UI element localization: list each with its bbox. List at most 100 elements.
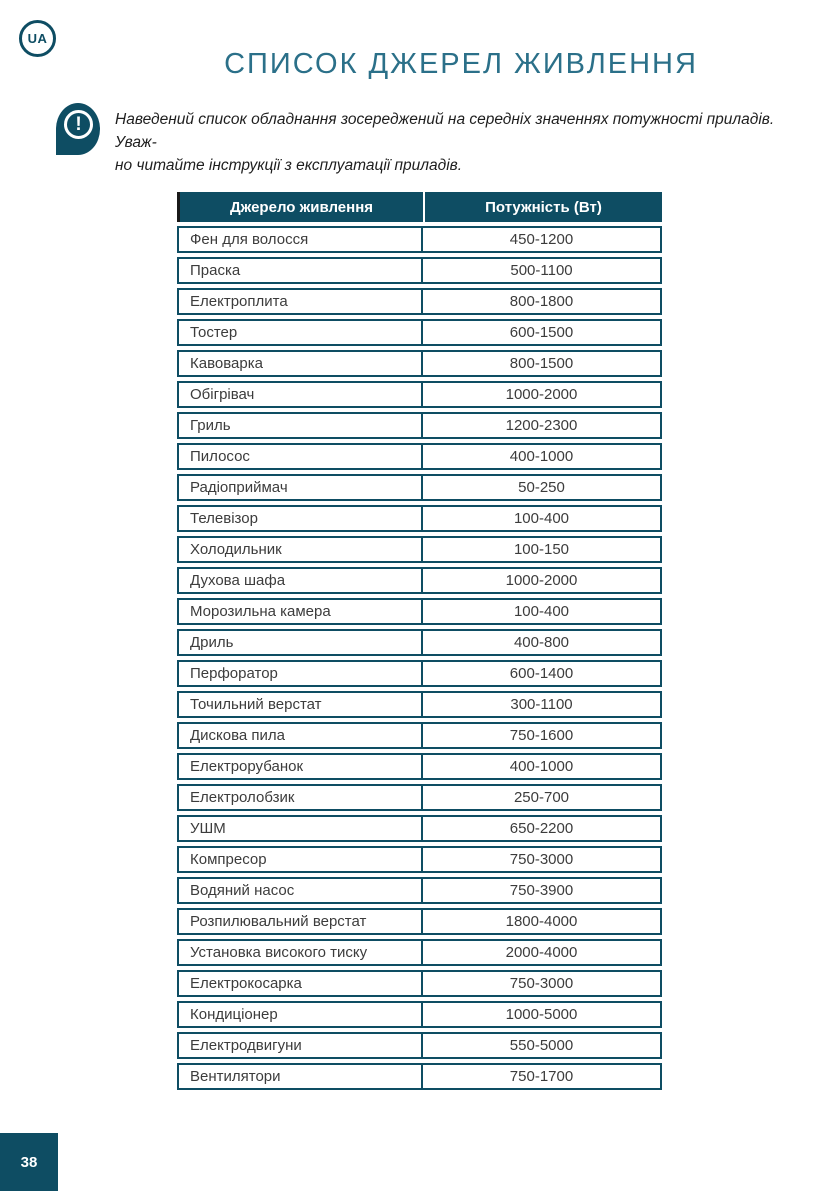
table-row: Духова шафа 1000-2000 [177,567,662,594]
table-cell-source: Обігрівач [179,383,423,406]
table-row: Радіоприймач 50-250 [177,474,662,501]
table-row: Перфоратор 600-1400 [177,660,662,687]
table-row: Установка високого тиску 2000-4000 [177,939,662,966]
table-cell-source: Морозильна камера [179,600,423,623]
table-cell-source: Кондиціонер [179,1003,423,1026]
table-cell-power: 1000-2000 [505,386,578,403]
table-cell-power: 550-5000 [509,1037,574,1054]
table-row: Електродвигуни 550-5000 [177,1032,662,1059]
page-number: 38 [20,1153,38,1171]
page-title: СПИСОК ДЖЕРЕЛ ЖИВЛЕННЯ [224,48,698,80]
table-cell-source: Установка високого тиску [179,941,423,964]
table-row: Морозильна камера 100-400 [177,598,662,625]
table-row: УШМ 650-2200 [177,815,662,842]
table-cell-power: 400-800 [513,634,570,651]
table-cell-power: 600-1500 [509,324,574,341]
table-cell-source: Холодильник [179,538,423,561]
table-cell-source: Кавоварка [179,352,423,375]
table-cell-source: Тостер [179,321,423,344]
table-cell-power: 100-150 [513,541,570,558]
table-row: Точильний верстат 300-1100 [177,691,662,718]
table-row: Дискова пила 750-1600 [177,722,662,749]
table-cell-power: 750-3000 [509,851,574,868]
table-cell-source: Компресор [179,848,423,871]
table-cell-power: 100-400 [513,603,570,620]
table-row: Гриль 1200-2300 [177,412,662,439]
note-line-1: Наведений список обладнання зосереджений… [115,111,775,151]
table-row: Обігрівач 1000-2000 [177,381,662,408]
table-cell-power: 750-1700 [509,1068,574,1085]
exclamation-mark: ! [64,110,93,139]
table-row: Пилосос 400-1000 [177,443,662,470]
table-cell-power: 250-700 [513,789,570,806]
page-number-badge: 38 [0,1133,58,1191]
table-row: Вентилятори 750-1700 [177,1063,662,1090]
table-cell-source: Розпилювальний верстат [179,910,423,933]
table-cell-source: Електролобзик [179,786,423,809]
table-cell-power: 1200-2300 [505,417,578,434]
table-row: Тостер 600-1500 [177,319,662,346]
note-text: Наведений список обладнання зосереджений… [115,108,815,177]
table-cell-power: 750-1600 [509,727,574,744]
table-cell-source: Дискова пила [179,724,423,747]
table-cell-power: 750-3900 [509,882,574,899]
table-row: Кондиціонер 1000-5000 [177,1001,662,1028]
table-cell-power: 750-3000 [509,975,574,992]
table-cell-power: 650-2200 [509,820,574,837]
table-row: Електрокосарка 750-3000 [177,970,662,997]
ua-logo-badge: UA [19,20,56,57]
table-cell-source: Точильний верстат [179,693,423,716]
table-row: Фен для волосся 450-1200 [177,226,662,253]
table-row: Електроплита 800-1800 [177,288,662,315]
power-sources-table: Джерело живлення Потужність (Вт) Фен для… [177,192,662,1090]
table-cell-power: 400-1000 [509,448,574,465]
table-cell-source: Пилосос [179,445,423,468]
table-cell-power: 600-1400 [509,665,574,682]
table-header-power: Потужність (Вт) [485,198,602,216]
table-cell-power: 450-1200 [509,231,574,248]
table-row: Компресор 750-3000 [177,846,662,873]
table-row: Кавоварка 800-1500 [177,350,662,377]
table-cell-source: УШМ [179,817,423,840]
table-cell-source: Дриль [179,631,423,654]
table-cell-source: Духова шафа [179,569,423,592]
table-row: Водяний насос 750-3900 [177,877,662,904]
table-row: Електрорубанок 400-1000 [177,753,662,780]
table-cell-source: Водяний насос [179,879,423,902]
note-line-2: но читайте інструкції з експлуатації при… [115,157,463,174]
table-cell-power: 300-1100 [510,696,573,713]
table-cell-source: Телевізор [179,507,423,530]
table-cell-source: Електроплита [179,290,423,313]
table-cell-source: Праска [179,259,423,282]
table-row: Холодильник 100-150 [177,536,662,563]
ua-logo-text: UA [27,31,48,46]
table-cell-power: 1000-2000 [505,572,578,589]
table-cell-source: Радіоприймач [179,476,423,499]
table-cell-source: Вентилятори [179,1065,423,1088]
table-cell-source: Перфоратор [179,662,423,685]
table-cell-power: 2000-4000 [505,944,578,961]
table-cell-power: 800-1500 [509,355,574,372]
table-cell-power: 1800-4000 [505,913,578,930]
table-body: Фен для волосся 450-1200 Праска 500-1100… [177,226,662,1090]
table-cell-power: 800-1800 [509,293,574,310]
table-cell-power: 400-1000 [509,758,574,775]
table-cell-source: Електрорубанок [179,755,423,778]
table-cell-source: Фен для волосся [179,228,423,251]
table-row: Електролобзик 250-700 [177,784,662,811]
exclamation-icon: ! [56,103,102,161]
table-cell-source: Електрокосарка [179,972,423,995]
table-row: Телевізор 100-400 [177,505,662,532]
table-cell-power: 100-400 [513,510,570,527]
table-cell-power: 50-250 [518,479,565,496]
table-cell-source: Електродвигуни [179,1034,423,1057]
table-header-row: Джерело живлення Потужність (Вт) [177,192,662,222]
table-cell-power: 500-1100 [510,262,573,279]
table-row: Розпилювальний верстат 1800-4000 [177,908,662,935]
table-row: Дриль 400-800 [177,629,662,656]
table-cell-source: Гриль [179,414,423,437]
table-header-source: Джерело живлення [180,192,425,222]
table-cell-power: 1000-5000 [505,1006,578,1023]
table-row: Праска 500-1100 [177,257,662,284]
